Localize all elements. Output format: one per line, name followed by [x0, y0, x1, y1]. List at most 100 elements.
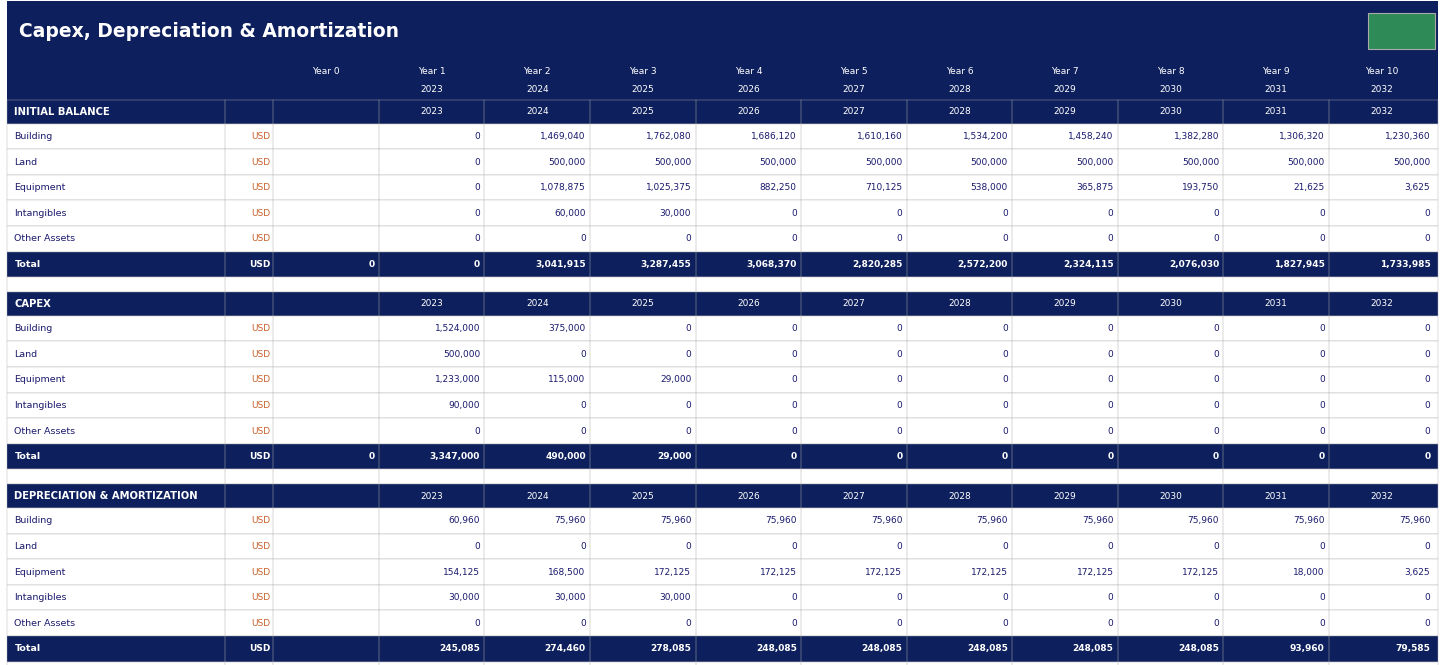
Text: 172,125: 172,125: [1182, 567, 1220, 577]
Text: 2026: 2026: [737, 107, 760, 116]
Text: USD: USD: [251, 542, 270, 551]
Text: 0: 0: [1319, 375, 1325, 384]
Text: 500,000: 500,000: [1393, 158, 1431, 167]
Text: 2026: 2026: [737, 85, 760, 94]
Text: 0: 0: [474, 426, 480, 436]
Text: USD: USD: [251, 234, 270, 243]
Text: 0: 0: [1425, 542, 1431, 551]
Bar: [7, 585, 1438, 610]
Text: 0: 0: [1003, 401, 1009, 410]
Text: 0: 0: [685, 426, 691, 436]
Text: 0: 0: [579, 618, 585, 628]
Text: 0: 0: [1214, 401, 1220, 410]
Text: 1,827,945: 1,827,945: [1274, 260, 1325, 269]
Text: 0: 0: [897, 350, 903, 359]
Text: 2029: 2029: [1053, 299, 1077, 309]
Text: 500,000: 500,000: [442, 350, 480, 359]
Text: USD: USD: [251, 183, 270, 192]
Bar: [7, 508, 1438, 533]
Text: 0: 0: [897, 209, 903, 218]
Text: 2,076,030: 2,076,030: [1169, 260, 1220, 269]
Text: 1,025,375: 1,025,375: [646, 183, 691, 192]
Text: Total: Total: [14, 260, 40, 269]
Bar: [7, 226, 1438, 251]
Text: 0: 0: [685, 324, 691, 333]
Text: 0: 0: [474, 209, 480, 218]
Text: 172,125: 172,125: [760, 567, 796, 577]
Text: 0: 0: [790, 324, 796, 333]
Text: 172,125: 172,125: [655, 567, 691, 577]
Text: 2028: 2028: [948, 107, 971, 116]
Bar: [7, 124, 1438, 150]
Text: 0: 0: [1214, 426, 1220, 436]
Text: 0: 0: [1214, 618, 1220, 628]
Bar: [7, 316, 1438, 341]
Text: 172,125: 172,125: [866, 567, 903, 577]
Text: 500,000: 500,000: [1287, 158, 1325, 167]
Text: 490,000: 490,000: [545, 452, 585, 462]
Text: 0: 0: [579, 401, 585, 410]
Text: CAPEX: CAPEX: [14, 299, 52, 309]
Text: 0: 0: [1319, 401, 1325, 410]
Text: 2023: 2023: [420, 107, 444, 116]
Text: Capex, Depreciation & Amortization: Capex, Depreciation & Amortization: [19, 22, 399, 41]
Text: 75,960: 75,960: [977, 516, 1009, 525]
Text: 75,960: 75,960: [871, 516, 903, 525]
Text: 0: 0: [1319, 542, 1325, 551]
Text: 710,125: 710,125: [866, 183, 903, 192]
Text: Other Assets: Other Assets: [14, 426, 75, 436]
Text: 0: 0: [1003, 618, 1009, 628]
Text: 0: 0: [897, 542, 903, 551]
Text: USD: USD: [251, 132, 270, 141]
Text: 0: 0: [1319, 324, 1325, 333]
Text: 2028: 2028: [948, 491, 971, 501]
Text: 75,960: 75,960: [660, 516, 691, 525]
Text: 3,347,000: 3,347,000: [429, 452, 480, 462]
Text: 0: 0: [1108, 618, 1114, 628]
Text: 0: 0: [1108, 350, 1114, 359]
Text: 0: 0: [1214, 542, 1220, 551]
Text: Building: Building: [14, 132, 52, 141]
Text: 0: 0: [1108, 426, 1114, 436]
Text: 0: 0: [1003, 324, 1009, 333]
Text: 0: 0: [1108, 401, 1114, 410]
Text: 0: 0: [790, 350, 796, 359]
Text: 2032: 2032: [1370, 491, 1393, 501]
Text: 18,000: 18,000: [1293, 567, 1325, 577]
Text: 79,585: 79,585: [1396, 644, 1431, 654]
Bar: [7, 444, 1438, 469]
Text: 0: 0: [897, 618, 903, 628]
Text: 0: 0: [1108, 324, 1114, 333]
Text: 2025: 2025: [631, 299, 655, 309]
Text: Equipment: Equipment: [14, 183, 66, 192]
Text: 375,000: 375,000: [549, 324, 585, 333]
Text: 0: 0: [685, 401, 691, 410]
Text: 0: 0: [1108, 375, 1114, 384]
Text: Year 7: Year 7: [1052, 67, 1079, 76]
Bar: [7, 61, 1438, 100]
Text: 2029: 2029: [1053, 85, 1077, 94]
Text: 500,000: 500,000: [866, 158, 903, 167]
Text: 1,610,160: 1,610,160: [857, 132, 903, 141]
Text: 0: 0: [1214, 324, 1220, 333]
Text: 500,000: 500,000: [549, 158, 585, 167]
Text: Year 10: Year 10: [1366, 67, 1399, 76]
Text: 0: 0: [1319, 234, 1325, 243]
Text: 2025: 2025: [631, 491, 655, 501]
Text: 0: 0: [1319, 593, 1325, 602]
Text: 1,686,120: 1,686,120: [751, 132, 796, 141]
Text: 2029: 2029: [1053, 107, 1077, 116]
Text: USD: USD: [251, 375, 270, 384]
Text: USD: USD: [251, 209, 270, 218]
Text: Intangibles: Intangibles: [14, 593, 66, 602]
Text: 0: 0: [685, 234, 691, 243]
Text: 0: 0: [1319, 618, 1325, 628]
Text: 0: 0: [1214, 350, 1220, 359]
Text: Year 5: Year 5: [840, 67, 868, 76]
Text: 29,000: 29,000: [657, 452, 691, 462]
Text: 2025: 2025: [631, 85, 655, 94]
Text: 0: 0: [1003, 375, 1009, 384]
Text: 0: 0: [1425, 375, 1431, 384]
Text: 3,625: 3,625: [1405, 567, 1431, 577]
Text: Total: Total: [14, 452, 40, 462]
